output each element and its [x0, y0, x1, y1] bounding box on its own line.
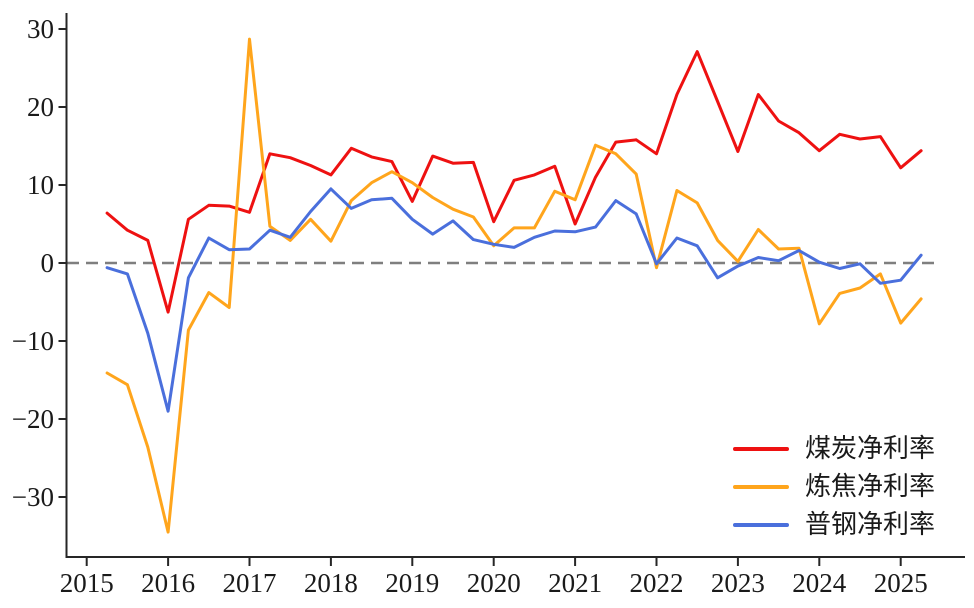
legend-line-steel-icon [733, 523, 789, 527]
y-tick-label: 20 [27, 92, 54, 122]
legend-label-coking: 炼焦净利率 [805, 472, 936, 501]
x-tick-label: 2017 [223, 568, 277, 598]
series-line-1 [105, 37, 923, 534]
x-tick-label: 2025 [874, 568, 928, 598]
x-tick-label: 2023 [711, 568, 765, 598]
series-line-0 [105, 50, 923, 314]
x-tick-label: 2016 [141, 568, 195, 598]
x-tick-label: 2021 [548, 568, 602, 598]
legend-label-steel: 普钢净利率 [805, 510, 936, 539]
series-line-2 [105, 187, 923, 413]
y-tick-label: −10 [12, 326, 54, 356]
x-tick-label: 2024 [792, 568, 847, 598]
legend-line-coal-icon [733, 447, 789, 451]
x-tick-label: 2022 [630, 568, 684, 598]
legend-item-coking: 炼焦净利率 [733, 468, 935, 506]
x-tick-label: 2019 [385, 568, 439, 598]
y-tick-label: 30 [27, 14, 54, 44]
legend-item-coal: 煤炭净利率 [733, 430, 935, 468]
x-tick-label: 2015 [60, 568, 114, 598]
legend-line-coking-icon [733, 485, 789, 489]
legend-item-steel: 普钢净利率 [733, 506, 935, 544]
y-tick-label: −20 [12, 404, 54, 434]
legend: 煤炭净利率 炼焦净利率 普钢净利率 [733, 430, 935, 544]
y-tick-label: 10 [27, 170, 54, 200]
x-tick-label: 2018 [304, 568, 358, 598]
y-tick-label: −30 [12, 482, 54, 512]
y-tick-label: 0 [41, 248, 55, 278]
legend-label-coal: 煤炭净利率 [805, 434, 936, 463]
x-tick-label: 2020 [467, 568, 521, 598]
